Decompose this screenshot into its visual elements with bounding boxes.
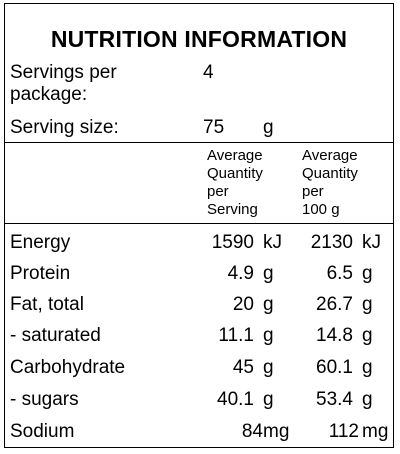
per-serving-value: 45: [232, 357, 254, 378]
per-serving-unit: g: [263, 294, 274, 315]
nutrient-name: Carbohydrate: [10, 357, 126, 378]
per-serving-value: 20: [232, 294, 254, 315]
per-100g-value: 6.5: [326, 263, 353, 284]
per-serving-unit: g: [263, 325, 274, 346]
header-divider: [5, 142, 393, 143]
nutrient-name: Fat, total: [10, 294, 84, 315]
col-serving-line3: per: [207, 183, 229, 200]
per-100g-unit: mg: [362, 421, 389, 442]
nutrient-name: Protein: [10, 263, 71, 284]
per-100g-unit: g: [362, 325, 373, 346]
col-serving-line2: Quantity: [207, 165, 263, 182]
columns-divider: [5, 223, 393, 224]
per-serving-unit: g: [263, 263, 274, 284]
per-serving-value: 40.1: [217, 389, 254, 410]
servings-per-package-label-line2: package:: [10, 84, 88, 105]
per-100g-value: 14.8: [316, 325, 353, 346]
col-100g-line2: Quantity: [302, 165, 358, 182]
per-100g-value: 26.7: [316, 294, 353, 315]
per-100g-value: 53.4: [316, 389, 353, 410]
col-100g-line1: Average: [302, 147, 358, 164]
per-100g-value: 2130: [310, 232, 353, 253]
serving-size-label: Serving size:: [10, 117, 119, 138]
per-100g-unit: kJ: [362, 232, 381, 253]
per-serving-value: 84: [241, 421, 263, 442]
per-100g-value: 112: [328, 421, 359, 442]
per-serving-unit: kJ: [263, 232, 282, 253]
per-100g-unit: g: [362, 389, 373, 410]
panel-title: NUTRITION INFORMATION: [50, 26, 348, 52]
nutrient-name: Sodium: [10, 421, 75, 442]
per-serving-value: 1590: [211, 232, 254, 253]
per-100g-unit: g: [362, 263, 373, 284]
per-100g-unit: g: [362, 357, 373, 378]
per-serving-unit: mg: [263, 421, 290, 442]
per-serving-unit: g: [263, 357, 274, 378]
per-serving-value: 11.1: [218, 325, 254, 346]
serving-size-value: 75: [203, 117, 225, 138]
per-100g-unit: g: [362, 294, 373, 315]
servings-per-package-label-line1: Servings per: [10, 62, 117, 83]
col-100g-line4: 100 g: [302, 201, 340, 218]
nutrient-name: - saturated: [10, 325, 101, 346]
serving-size-unit: g: [263, 117, 274, 138]
per-serving-value: 4.9: [227, 263, 254, 284]
servings-per-package-value: 4: [203, 62, 214, 83]
nutrient-name: Energy: [10, 232, 71, 253]
per-100g-value: 60.1: [316, 357, 353, 378]
col-serving-line4: Serving: [207, 201, 258, 218]
nutrition-panel: NUTRITION INFORMATION Servings per packa…: [4, 3, 394, 448]
nutrient-name: - sugars: [10, 389, 79, 410]
col-serving-line1: Average: [207, 147, 263, 164]
per-serving-unit: g: [263, 389, 274, 410]
col-100g-line3: per: [302, 183, 324, 200]
